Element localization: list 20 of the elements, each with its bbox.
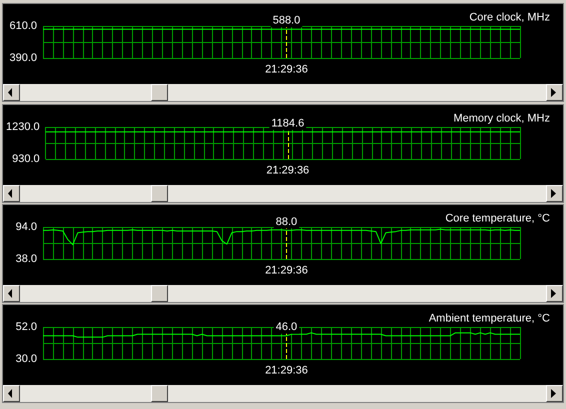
text: 21:29:36: [265, 264, 308, 276]
chart-title: Ambient temperature, °C: [428, 312, 550, 324]
data-label: 1184.6: [271, 117, 304, 130]
text: 21:29:36: [265, 64, 308, 76]
y-tick-label: 30.0: [16, 353, 37, 365]
y-tick-label: 1230.0: [6, 121, 40, 133]
chart-title: Memory clock, MHz: [453, 112, 550, 124]
data-label: 46.0: [276, 321, 298, 334]
y-tick-label: 38.0: [16, 253, 37, 265]
text: 21:29:36: [265, 364, 308, 376]
y-tick-label: 610.0: [9, 20, 37, 32]
y-tick-label: 52.0: [16, 321, 37, 333]
text: 21:29:36: [266, 164, 310, 176]
y-tick-label: 94.0: [16, 221, 37, 233]
chart-title: Core clock, MHz: [469, 12, 550, 24]
y-tick-label: 930.0: [12, 153, 40, 165]
y-tick-label: 390.0: [9, 52, 37, 64]
chart-title: Core temperature, °C: [445, 212, 550, 224]
data-label: 88.0: [276, 216, 298, 228]
data-label: 588.0: [272, 14, 300, 27]
